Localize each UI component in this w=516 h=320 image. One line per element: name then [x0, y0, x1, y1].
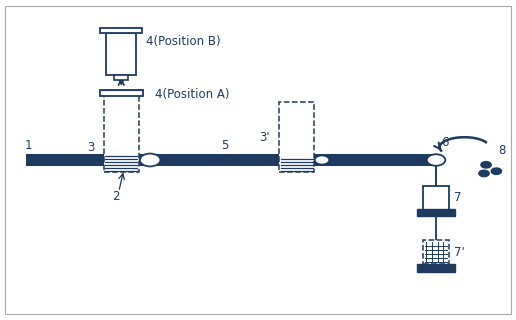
Circle shape — [479, 170, 489, 177]
Bar — [100, 28, 142, 33]
FancyBboxPatch shape — [279, 102, 314, 172]
Text: 4(Position B): 4(Position B) — [146, 35, 221, 48]
Bar — [423, 186, 449, 210]
FancyBboxPatch shape — [104, 94, 139, 172]
Circle shape — [491, 168, 502, 174]
FancyBboxPatch shape — [423, 240, 449, 264]
Bar — [114, 75, 128, 80]
Bar — [417, 264, 455, 272]
Circle shape — [140, 154, 160, 166]
Text: 7: 7 — [454, 191, 462, 204]
Text: 3: 3 — [87, 141, 94, 154]
Text: 7': 7' — [454, 245, 465, 259]
Text: 4(Position A): 4(Position A) — [155, 88, 229, 100]
Text: 3': 3' — [259, 131, 270, 144]
Text: 6: 6 — [441, 136, 449, 149]
Bar — [417, 209, 455, 216]
Bar — [26, 154, 436, 166]
Circle shape — [427, 154, 445, 166]
Text: 2: 2 — [112, 190, 120, 203]
Bar — [100, 90, 143, 96]
Text: 8: 8 — [498, 144, 506, 157]
Circle shape — [481, 162, 491, 168]
Text: 1: 1 — [25, 139, 32, 152]
Bar — [106, 33, 136, 75]
Text: 5: 5 — [221, 139, 229, 152]
Circle shape — [315, 156, 329, 164]
